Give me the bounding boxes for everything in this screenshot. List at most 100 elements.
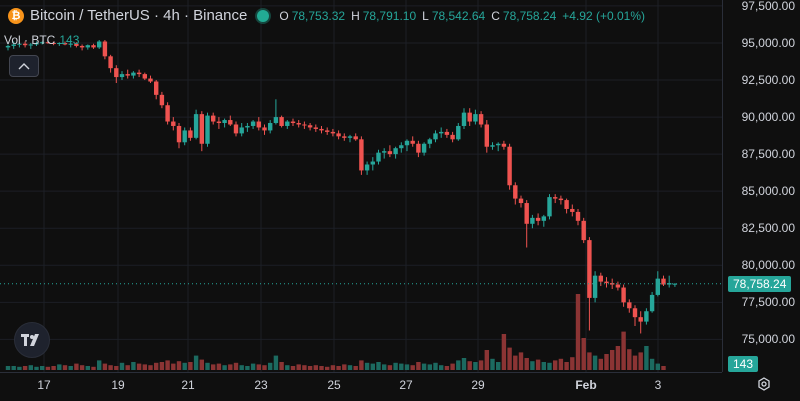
candle-body (108, 56, 113, 69)
candle (114, 65, 119, 83)
candle-body (404, 140, 410, 146)
candle (587, 237, 592, 331)
candle-body (547, 197, 552, 217)
candle-body (182, 130, 187, 143)
volume-bar (79, 365, 85, 370)
volume-bar (553, 360, 558, 370)
candle-body (501, 143, 507, 147)
time-tick-label: 27 (399, 378, 413, 392)
tradingview-logo-mark (21, 334, 39, 346)
candle (28, 42, 33, 49)
price-tick-label: 87,500.00 (741, 147, 795, 162)
candle (553, 194, 558, 204)
candle-body (496, 143, 501, 146)
volume-bar (5, 366, 11, 370)
candle-body (461, 112, 467, 126)
candle-body (399, 145, 404, 149)
volume-bar (211, 364, 216, 370)
candle-body (188, 130, 193, 138)
candle-body (176, 125, 182, 143)
candle (199, 111, 204, 152)
price-tick-label: 75,000.00 (741, 332, 795, 347)
gear-icon (758, 377, 770, 391)
volume-bar (313, 365, 318, 370)
volume-bar (51, 366, 56, 370)
candle-body (615, 284, 621, 288)
candle (268, 120, 273, 134)
candle-body (245, 125, 250, 128)
volume-bar (382, 364, 387, 370)
volume-bars (5, 294, 666, 370)
candle (22, 41, 28, 48)
candle-body (359, 139, 364, 171)
volume-bar (496, 362, 501, 370)
candle (222, 118, 227, 128)
volume-bar (604, 354, 609, 370)
volume-bar (262, 365, 267, 370)
candle-body (159, 94, 165, 106)
candle-body (142, 74, 147, 79)
time-tick-label: 21 (181, 378, 195, 392)
candle-body (290, 121, 296, 124)
candle (57, 42, 62, 46)
candle (250, 120, 256, 129)
volume-bar (159, 362, 165, 370)
volume-bar (239, 365, 244, 370)
candle-body (28, 44, 33, 46)
candle (325, 127, 330, 135)
volume-bar (587, 352, 592, 370)
volume-bar (34, 366, 39, 370)
candle (131, 71, 136, 79)
price-axis[interactable]: 97,500.00 95,000.00 92,500.00 90,000.00 87,5… (722, 0, 800, 372)
candle-body (638, 317, 643, 322)
symbol-title[interactable]: Bitcoin / TetherUS · 4h · Binance (30, 7, 248, 24)
candle (387, 145, 393, 158)
collapse-legend-button[interactable] (9, 55, 39, 77)
candle (416, 140, 421, 158)
candle (604, 277, 609, 288)
candle (382, 148, 387, 159)
volume-bar (530, 361, 535, 370)
candle (102, 40, 108, 60)
candle-body (672, 283, 678, 285)
low-value: 78,542.64 (431, 8, 486, 23)
candle (621, 284, 626, 307)
volume-bar (564, 362, 569, 370)
candle-body (564, 200, 569, 209)
candle-body (296, 123, 301, 125)
volume-bar (40, 366, 45, 370)
candle-body (45, 42, 51, 44)
candle (165, 102, 170, 125)
volume-bar (22, 366, 28, 370)
volume-bar (307, 366, 313, 370)
candle-body (393, 148, 398, 155)
candle-body (604, 281, 609, 284)
candle-body (370, 161, 375, 165)
candle (404, 139, 410, 152)
candle (68, 42, 73, 48)
tradingview-logo-icon[interactable] (14, 322, 50, 358)
volume-bar (610, 350, 615, 370)
price-tick-label: 85,000.00 (741, 184, 795, 199)
volume-bar (62, 365, 68, 370)
volume-bar (518, 352, 524, 370)
candle (176, 123, 182, 149)
candle-body (518, 198, 524, 204)
volume-legend[interactable]: Vol · BTC 143 (4, 33, 79, 47)
candle-body (342, 136, 347, 138)
candle (473, 109, 478, 125)
chart-plot-area[interactable] (0, 0, 722, 372)
candle-body (592, 275, 598, 298)
chart-settings-button[interactable] (756, 376, 772, 392)
volume-bar (399, 363, 404, 370)
candle-body (541, 216, 546, 221)
candle (159, 91, 165, 109)
volume-bar (416, 362, 421, 370)
market-status-icon[interactable] (257, 9, 270, 22)
volume-bar (575, 294, 581, 370)
time-axis[interactable]: 17 19 21 23 25 27 29 Feb 3 (0, 372, 722, 401)
volume-bar (250, 363, 256, 370)
candle-body (256, 121, 261, 128)
chevron-up-icon (18, 63, 30, 70)
